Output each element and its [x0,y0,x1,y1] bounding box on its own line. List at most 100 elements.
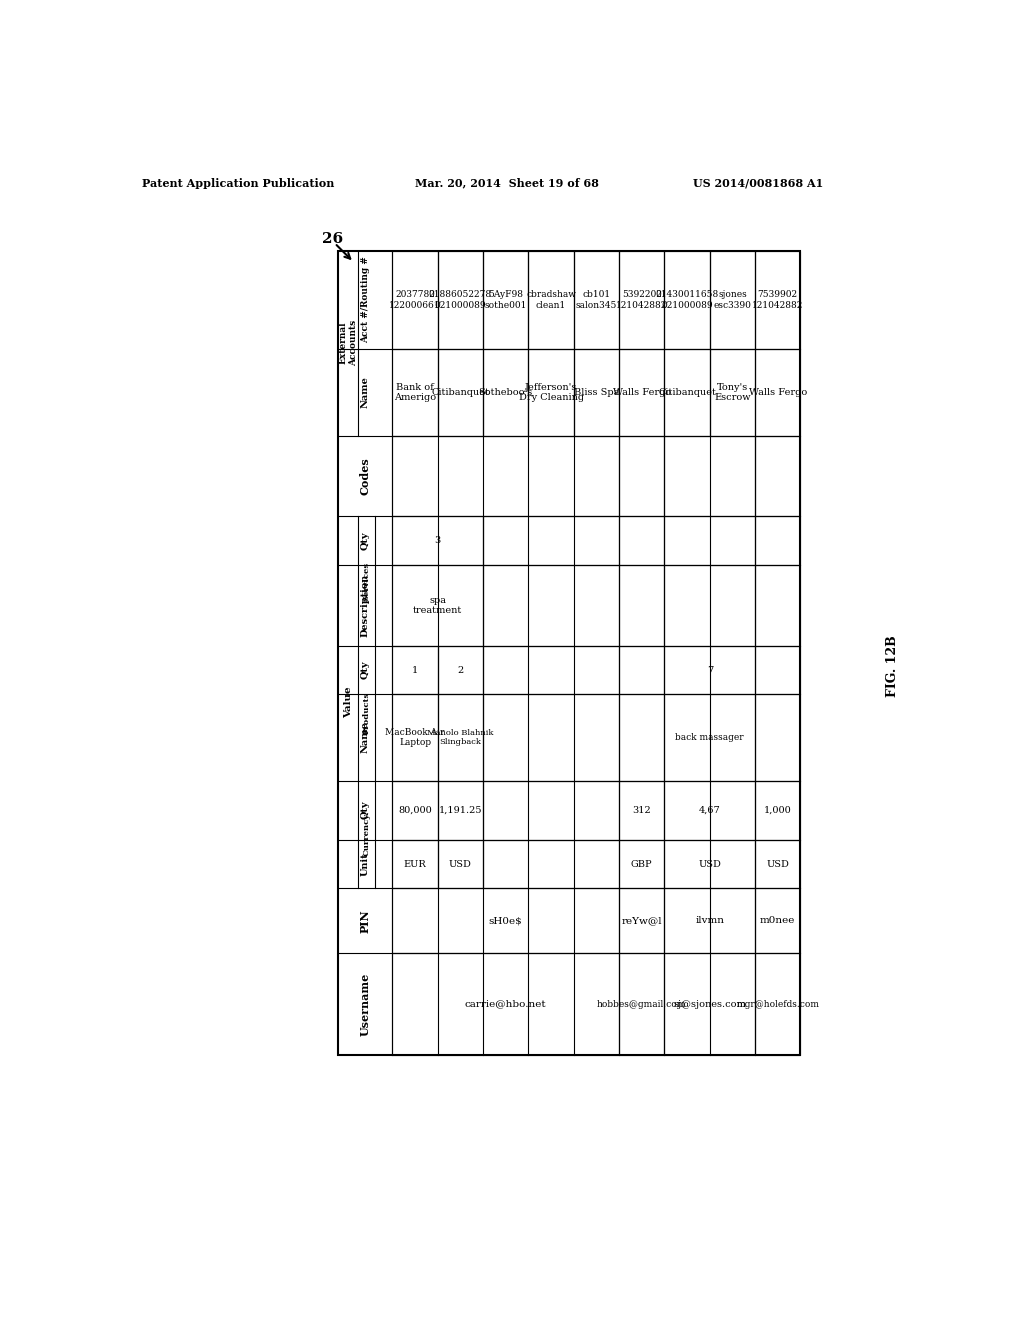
Text: Walls Fergo: Walls Fergo [749,388,807,397]
Text: cbradshaw
clean1: cbradshaw clean1 [526,290,577,310]
Bar [437,251,483,350]
Text: EUR: EUR [403,859,426,869]
Text: Qty: Qty [360,801,370,820]
Text: PIN: PIN [359,909,371,932]
Text: 2037782
122000661: 2037782 122000661 [389,290,440,310]
Bar [392,888,620,953]
Bar [755,780,801,840]
Bar [755,694,801,780]
Text: Unit: Unit [360,853,370,876]
Text: 1: 1 [412,665,418,675]
Bar [755,840,801,888]
Text: 01886052278
021000089: 01886052278 021000089 [429,290,492,310]
Bar [392,694,437,780]
Text: 5AyF98
sothe001: 5AyF98 sothe001 [484,290,527,310]
Text: Mar. 20, 2014  Sheet 19 of 68: Mar. 20, 2014 Sheet 19 of 68 [416,178,599,189]
Bar [665,516,755,565]
Text: ilvmn: ilvmn [695,916,724,925]
Text: Value: Value [344,686,352,718]
Bar [620,888,665,953]
Text: Codes: Codes [359,457,371,495]
Bar [392,953,620,1056]
Bar [620,436,665,516]
Bar [392,350,437,436]
Text: MacBook Air
Laptop: MacBook Air Laptop [385,727,444,747]
Bar [528,251,573,350]
Text: Services: Services [362,561,371,601]
Text: Products: Products [362,692,371,734]
Bar [665,888,755,953]
Bar [665,645,755,694]
Bar [710,251,755,350]
Bar [483,251,528,350]
Text: m0nee: m0nee [760,916,796,925]
Bar [665,436,755,516]
Text: US 2014/0081868 A1: US 2014/0081868 A1 [692,178,823,189]
Bar [665,565,755,645]
Bar [528,350,573,436]
Bar [483,350,528,436]
Bar [755,251,801,350]
Bar [437,840,483,888]
Bar [392,251,437,350]
Text: Citibanquet: Citibanquet [658,388,716,397]
Bar [665,780,755,840]
Bar [437,694,483,780]
Bar [620,694,665,780]
Text: FIG. 12B: FIG. 12B [887,636,899,697]
Text: Tony's
Escrow: Tony's Escrow [714,383,751,403]
Text: 01430011658
021000089: 01430011658 021000089 [655,290,719,310]
Bar [620,780,665,840]
Text: 4,67: 4,67 [699,805,721,814]
Bar [392,645,437,694]
Bar [755,436,801,516]
Bar [573,251,620,350]
Text: mgr@holefds.com: mgr@holefds.com [736,999,819,1008]
Bar [755,645,801,694]
Bar [620,565,665,645]
Text: 7: 7 [707,665,713,675]
Text: 1,000: 1,000 [764,805,792,814]
Bar [665,840,755,888]
Bar [483,840,620,888]
Bar [755,516,801,565]
Text: spa
treatment: spa treatment [413,595,462,615]
Bar [483,565,620,645]
Bar [620,953,665,1056]
Bar [483,645,620,694]
Text: USD: USD [698,859,721,869]
Text: USD: USD [449,859,472,869]
Text: USD: USD [766,859,790,869]
Bar [392,840,437,888]
Text: 312: 312 [633,805,651,814]
Text: Jefferson's
Dry Cleaning: Jefferson's Dry Cleaning [518,383,584,403]
Text: 3: 3 [434,536,440,545]
Bar [483,694,620,780]
Text: cb101
salon345: cb101 salon345 [575,290,617,310]
Text: carrie@hbo.net: carrie@hbo.net [465,999,547,1008]
Text: Citibanquet: Citibanquet [431,388,489,397]
Bar [392,436,620,516]
Bar [665,251,710,350]
Bar [573,350,620,436]
Text: Qty: Qty [360,661,370,680]
Bar [665,350,710,436]
Text: External
Accounts: External Accounts [338,321,357,366]
Bar [392,516,483,565]
Text: 1,191.25: 1,191.25 [438,805,482,814]
Text: sH0e$: sH0e$ [488,916,522,925]
Bar [437,780,483,840]
Text: Bliss Spa: Bliss Spa [573,388,620,397]
Text: Name: Name [360,376,370,408]
Text: GBP: GBP [631,859,652,869]
Text: back massager: back massager [676,733,744,742]
Bar [620,251,665,350]
Text: Acct #/Routing #: Acct #/Routing # [360,256,370,343]
Bar [665,953,755,1056]
Text: hobbes@gmail.com: hobbes@gmail.com [597,999,686,1008]
Bar [755,565,801,645]
Text: sj@sjones.com: sj@sjones.com [674,999,746,1008]
Text: 7539902
121042882: 7539902 121042882 [752,290,804,310]
Bar [620,350,665,436]
Bar [755,888,801,953]
